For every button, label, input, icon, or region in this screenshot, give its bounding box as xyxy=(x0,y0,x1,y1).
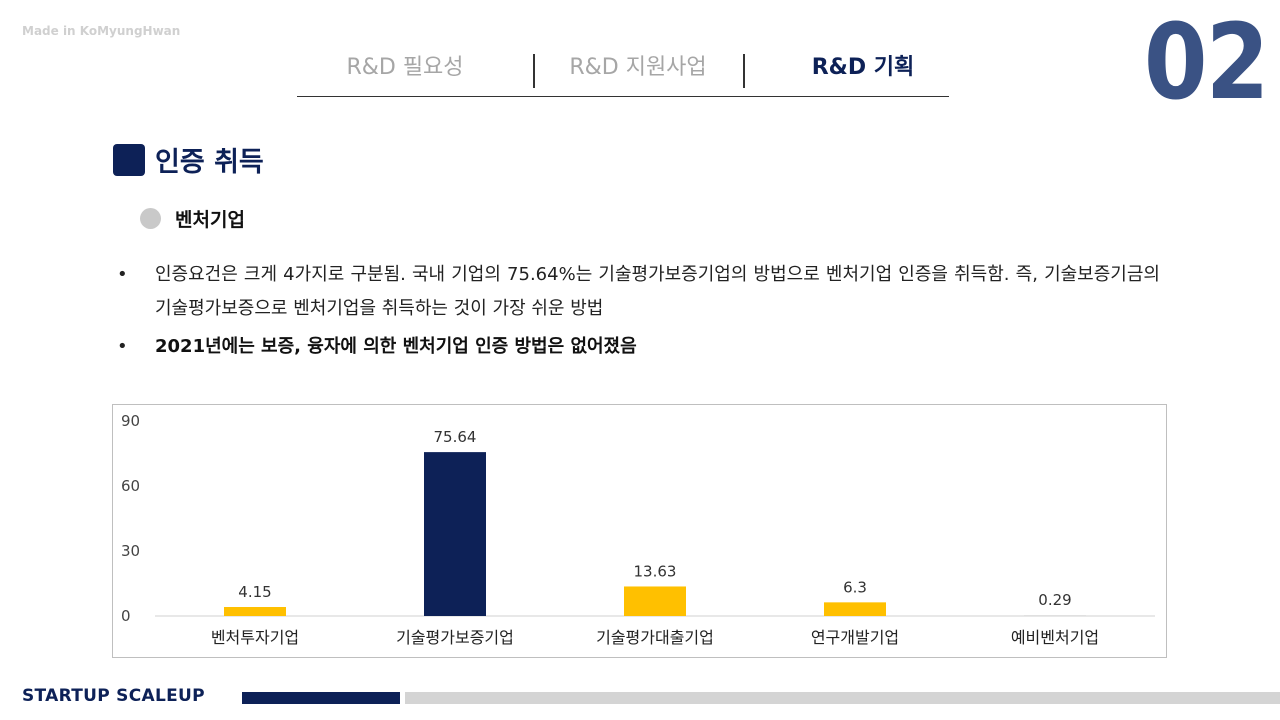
category-label: 기술평가대출기업 xyxy=(596,628,714,647)
bullet-dot-icon: • xyxy=(117,336,128,357)
watermark: Made in KoMyungHwan xyxy=(22,24,181,38)
nav-divider xyxy=(533,54,535,88)
bullet-item: • 인증요건은 크게 4가지로 구분됨. 국내 기업의 75.64%는 기술평가… xyxy=(115,258,1160,326)
footer-bar xyxy=(405,692,1280,704)
data-label: 4.15 xyxy=(238,583,271,601)
footer-bar-accent xyxy=(242,692,400,704)
section-square-icon xyxy=(113,143,145,176)
top-navigation: R&D 필요성 R&D 지원사업 R&D 기획 xyxy=(297,52,949,97)
y-tick-label: 90 xyxy=(121,412,140,430)
circle-bullet-icon xyxy=(140,208,161,229)
category-label: 예비벤처기업 xyxy=(1011,628,1099,647)
data-label: 0.29 xyxy=(1038,591,1071,609)
y-tick-label: 0 xyxy=(121,607,131,625)
bar xyxy=(824,602,886,616)
category-label: 벤처투자기업 xyxy=(211,628,299,647)
slide-number: 02 xyxy=(1144,1,1270,123)
data-label: 75.64 xyxy=(434,428,477,446)
category-label: 기술평가보증기업 xyxy=(396,628,514,647)
bullet-text: 2021년에는 보증, 융자에 의한 벤처기업 인증 방법은 없어졌음 xyxy=(155,336,637,357)
bar xyxy=(1024,615,1086,616)
tab-rnd-support[interactable]: R&D 지원사업 xyxy=(569,55,707,80)
nav-divider xyxy=(743,54,745,88)
section-title: 인증 취득 xyxy=(155,147,264,178)
bar-chart: 0 30 60 90 4.15 벤처투자기업 75.64 기술평가보증기업 13.63 기술평가대… xyxy=(112,404,1167,658)
y-tick-label: 30 xyxy=(121,542,140,560)
footer-brand: STARTUP SCALEUP xyxy=(22,686,205,706)
bullet-item: • 2021년에는 보증, 융자에 의한 벤처기업 인증 방법은 없어졌음 xyxy=(115,330,1160,364)
section-header: 인증 취득 xyxy=(113,140,264,179)
subsection-title: 벤처기업 xyxy=(175,209,245,231)
subsection-header: 벤처기업 xyxy=(140,205,245,232)
bullet-dot-icon: • xyxy=(117,264,128,285)
tab-rnd-planning[interactable]: R&D 기획 xyxy=(811,55,915,80)
bullet-list: • 인증요건은 크게 4가지로 구분됨. 국내 기업의 75.64%는 기술평가… xyxy=(115,258,1160,368)
chart-canvas: 0 30 60 90 4.15 벤처투자기업 75.64 기술평가보증기업 13.63 기술평가대… xyxy=(121,412,1155,647)
data-label: 6.3 xyxy=(843,578,867,596)
bar xyxy=(624,586,686,616)
bullet-text: 인증요건은 크게 4가지로 구분됨. 국내 기업의 75.64%는 기술평가보증… xyxy=(155,264,1160,319)
category-label: 연구개발기업 xyxy=(811,628,899,647)
data-label: 13.63 xyxy=(634,562,677,580)
bar xyxy=(424,452,486,616)
y-tick-label: 60 xyxy=(121,477,140,495)
bar xyxy=(224,607,286,616)
tab-rnd-necessity[interactable]: R&D 필요성 xyxy=(346,55,464,80)
